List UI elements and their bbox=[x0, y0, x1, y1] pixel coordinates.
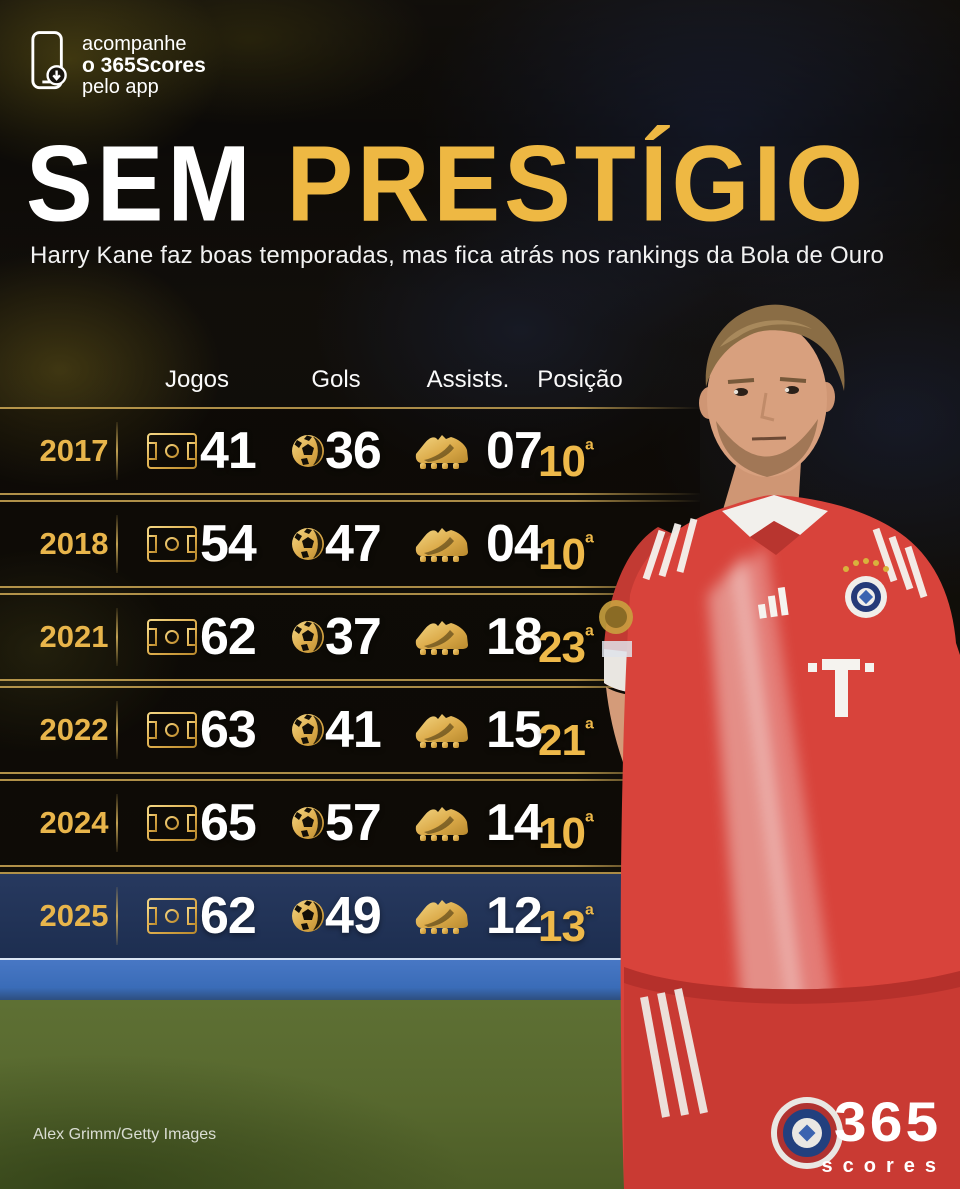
header-jogos: Jogos bbox=[164, 366, 230, 393]
posicao-number: 10 bbox=[538, 809, 586, 858]
soccer-ball-icon bbox=[291, 527, 325, 561]
soccer-ball-icon bbox=[291, 620, 325, 654]
row-assists-value: 04 bbox=[486, 515, 543, 573]
posicao-number: 10 bbox=[538, 530, 586, 579]
header-assists: Assists. bbox=[426, 366, 510, 393]
page-subtitle: Harry Kane faz boas temporadas, mas fica… bbox=[30, 242, 885, 269]
row-jogos-value: 62 bbox=[200, 608, 257, 666]
row-year: 2017 bbox=[39, 433, 109, 468]
row-year: 2025 bbox=[39, 898, 109, 933]
page-title: SEM PRESTÍGIO bbox=[26, 130, 956, 238]
row-jogos-value: 54 bbox=[200, 515, 257, 573]
pitch-icon bbox=[146, 525, 198, 563]
row-year: 2024 bbox=[39, 805, 109, 840]
posicao-number: 23 bbox=[538, 623, 586, 672]
ordinal-suffix: ª bbox=[584, 902, 594, 929]
boot-icon bbox=[414, 523, 472, 565]
badge-line-1: acompanhe bbox=[82, 33, 187, 55]
boot-icon bbox=[414, 709, 472, 751]
logo-text: scores bbox=[821, 1155, 946, 1177]
row-gols-value: 37 bbox=[325, 608, 382, 666]
soccer-ball-icon bbox=[291, 899, 325, 933]
pitch-icon bbox=[146, 897, 198, 935]
row-assists-value: 14 bbox=[486, 794, 543, 852]
table-row: 2024 65 57 bbox=[0, 779, 700, 867]
row-posicao-value: 13ª bbox=[538, 874, 594, 958]
app-promo-badge: acompanhe o 365Scores pelo app bbox=[30, 30, 206, 98]
player-photo-harry-kane bbox=[599, 304, 960, 1189]
row-posicao-value: 21ª bbox=[538, 688, 594, 772]
row-assists-value: 07 bbox=[486, 422, 543, 480]
row-divider bbox=[116, 422, 118, 480]
pitch-icon bbox=[146, 432, 198, 470]
posicao-number: 10 bbox=[538, 437, 586, 486]
phone-download-icon bbox=[30, 30, 68, 98]
header-gols: Gols bbox=[311, 366, 361, 393]
row-jogos-value: 41 bbox=[200, 422, 257, 480]
row-year: 2022 bbox=[39, 712, 109, 747]
row-assists-value: 12 bbox=[486, 887, 543, 945]
posicao-number: 13 bbox=[538, 902, 586, 951]
row-gols-value: 47 bbox=[325, 515, 382, 573]
row-year: 2018 bbox=[39, 526, 109, 561]
boot-icon bbox=[414, 802, 472, 844]
pitch-icon bbox=[146, 711, 198, 749]
row-jogos-value: 63 bbox=[200, 701, 257, 759]
title-word-sem: SEM bbox=[26, 123, 255, 245]
row-year: 2021 bbox=[39, 619, 109, 654]
logo-number: 365 bbox=[833, 1090, 941, 1153]
table-row: 2017 41 36 bbox=[0, 407, 700, 495]
row-divider bbox=[116, 701, 118, 759]
soccer-ball-icon bbox=[291, 806, 325, 840]
row-gols-value: 41 bbox=[325, 701, 382, 759]
row-posicao-value: 10ª bbox=[538, 502, 594, 586]
ordinal-suffix: ª bbox=[584, 716, 594, 743]
ordinal-suffix: ª bbox=[584, 530, 594, 557]
ordinal-suffix: ª bbox=[584, 809, 594, 836]
photo-credit: Alex Grimm/Getty Images bbox=[33, 1126, 217, 1143]
row-gols-value: 49 bbox=[325, 887, 382, 945]
pitch-icon bbox=[146, 804, 198, 842]
table-row: 2021 62 37 bbox=[0, 593, 700, 681]
table-row: 2022 63 41 bbox=[0, 686, 700, 774]
row-gols-value: 36 bbox=[325, 422, 382, 480]
row-assists-value: 15 bbox=[486, 701, 543, 759]
pitch-icon bbox=[146, 618, 198, 656]
row-jogos-value: 65 bbox=[200, 794, 257, 852]
ordinal-suffix: ª bbox=[584, 623, 594, 650]
boot-icon bbox=[414, 895, 472, 937]
posicao-number: 21 bbox=[538, 716, 586, 765]
brand-logo-365scores: 365 scores bbox=[822, 1090, 941, 1177]
ordinal-suffix: ª bbox=[584, 437, 594, 464]
row-divider bbox=[116, 794, 118, 852]
row-gols-value: 57 bbox=[325, 794, 382, 852]
row-divider bbox=[116, 887, 118, 945]
badge-line-2: o 365Scores bbox=[82, 54, 206, 77]
header-posicao: Posição bbox=[537, 366, 623, 393]
row-divider bbox=[116, 608, 118, 666]
row-divider bbox=[116, 515, 118, 573]
row-assists-value: 18 bbox=[486, 608, 543, 666]
row-posicao-value: 10ª bbox=[538, 409, 594, 493]
soccer-ball-icon bbox=[291, 434, 325, 468]
row-posicao-value: 23ª bbox=[538, 595, 594, 679]
boot-icon bbox=[414, 616, 472, 658]
table-row: 2018 54 47 bbox=[0, 500, 700, 588]
row-jogos-value: 62 bbox=[200, 887, 257, 945]
soccer-ball-icon bbox=[291, 713, 325, 747]
badge-line-3: pelo app bbox=[82, 76, 159, 98]
title-word-prestigio: PRESTÍGIO bbox=[254, 123, 868, 245]
boot-icon bbox=[414, 430, 472, 472]
row-posicao-value: 10ª bbox=[538, 781, 594, 865]
